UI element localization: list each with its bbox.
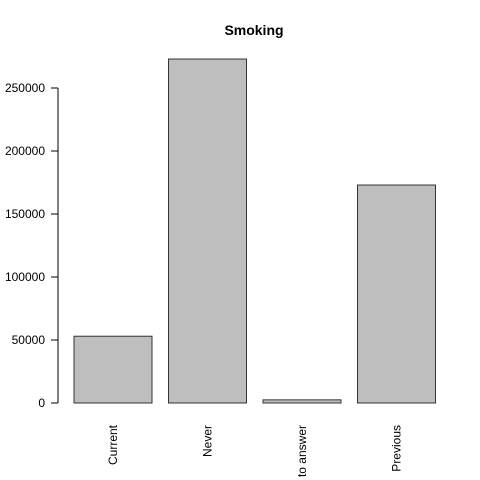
y-tick-label: 250000 bbox=[5, 81, 45, 95]
bar-prefer-not-to-answer bbox=[262, 399, 342, 404]
y-tick-label: 150000 bbox=[5, 207, 45, 221]
bar-never bbox=[168, 58, 247, 404]
x-tick-label: Never bbox=[201, 425, 215, 457]
bar-current bbox=[73, 335, 153, 404]
y-tick-label: 0 bbox=[38, 396, 45, 410]
y-tick-label: 200000 bbox=[5, 144, 45, 158]
chart-title: Smoking bbox=[224, 22, 283, 38]
x-tick-label: Current bbox=[106, 424, 120, 465]
x-tick-label: Previous bbox=[390, 425, 404, 472]
bar-previous bbox=[357, 184, 436, 404]
y-tick-label: 50000 bbox=[12, 333, 46, 347]
x-tick-label: Prefer not to answer bbox=[295, 425, 309, 480]
x-axis-labels: Current Never Prefer not to answer Previous bbox=[106, 424, 404, 480]
bars bbox=[73, 58, 436, 404]
y-tick-label: 100000 bbox=[5, 270, 45, 284]
y-axis: 0 50000 100000 150000 200000 250000 bbox=[5, 81, 59, 410]
